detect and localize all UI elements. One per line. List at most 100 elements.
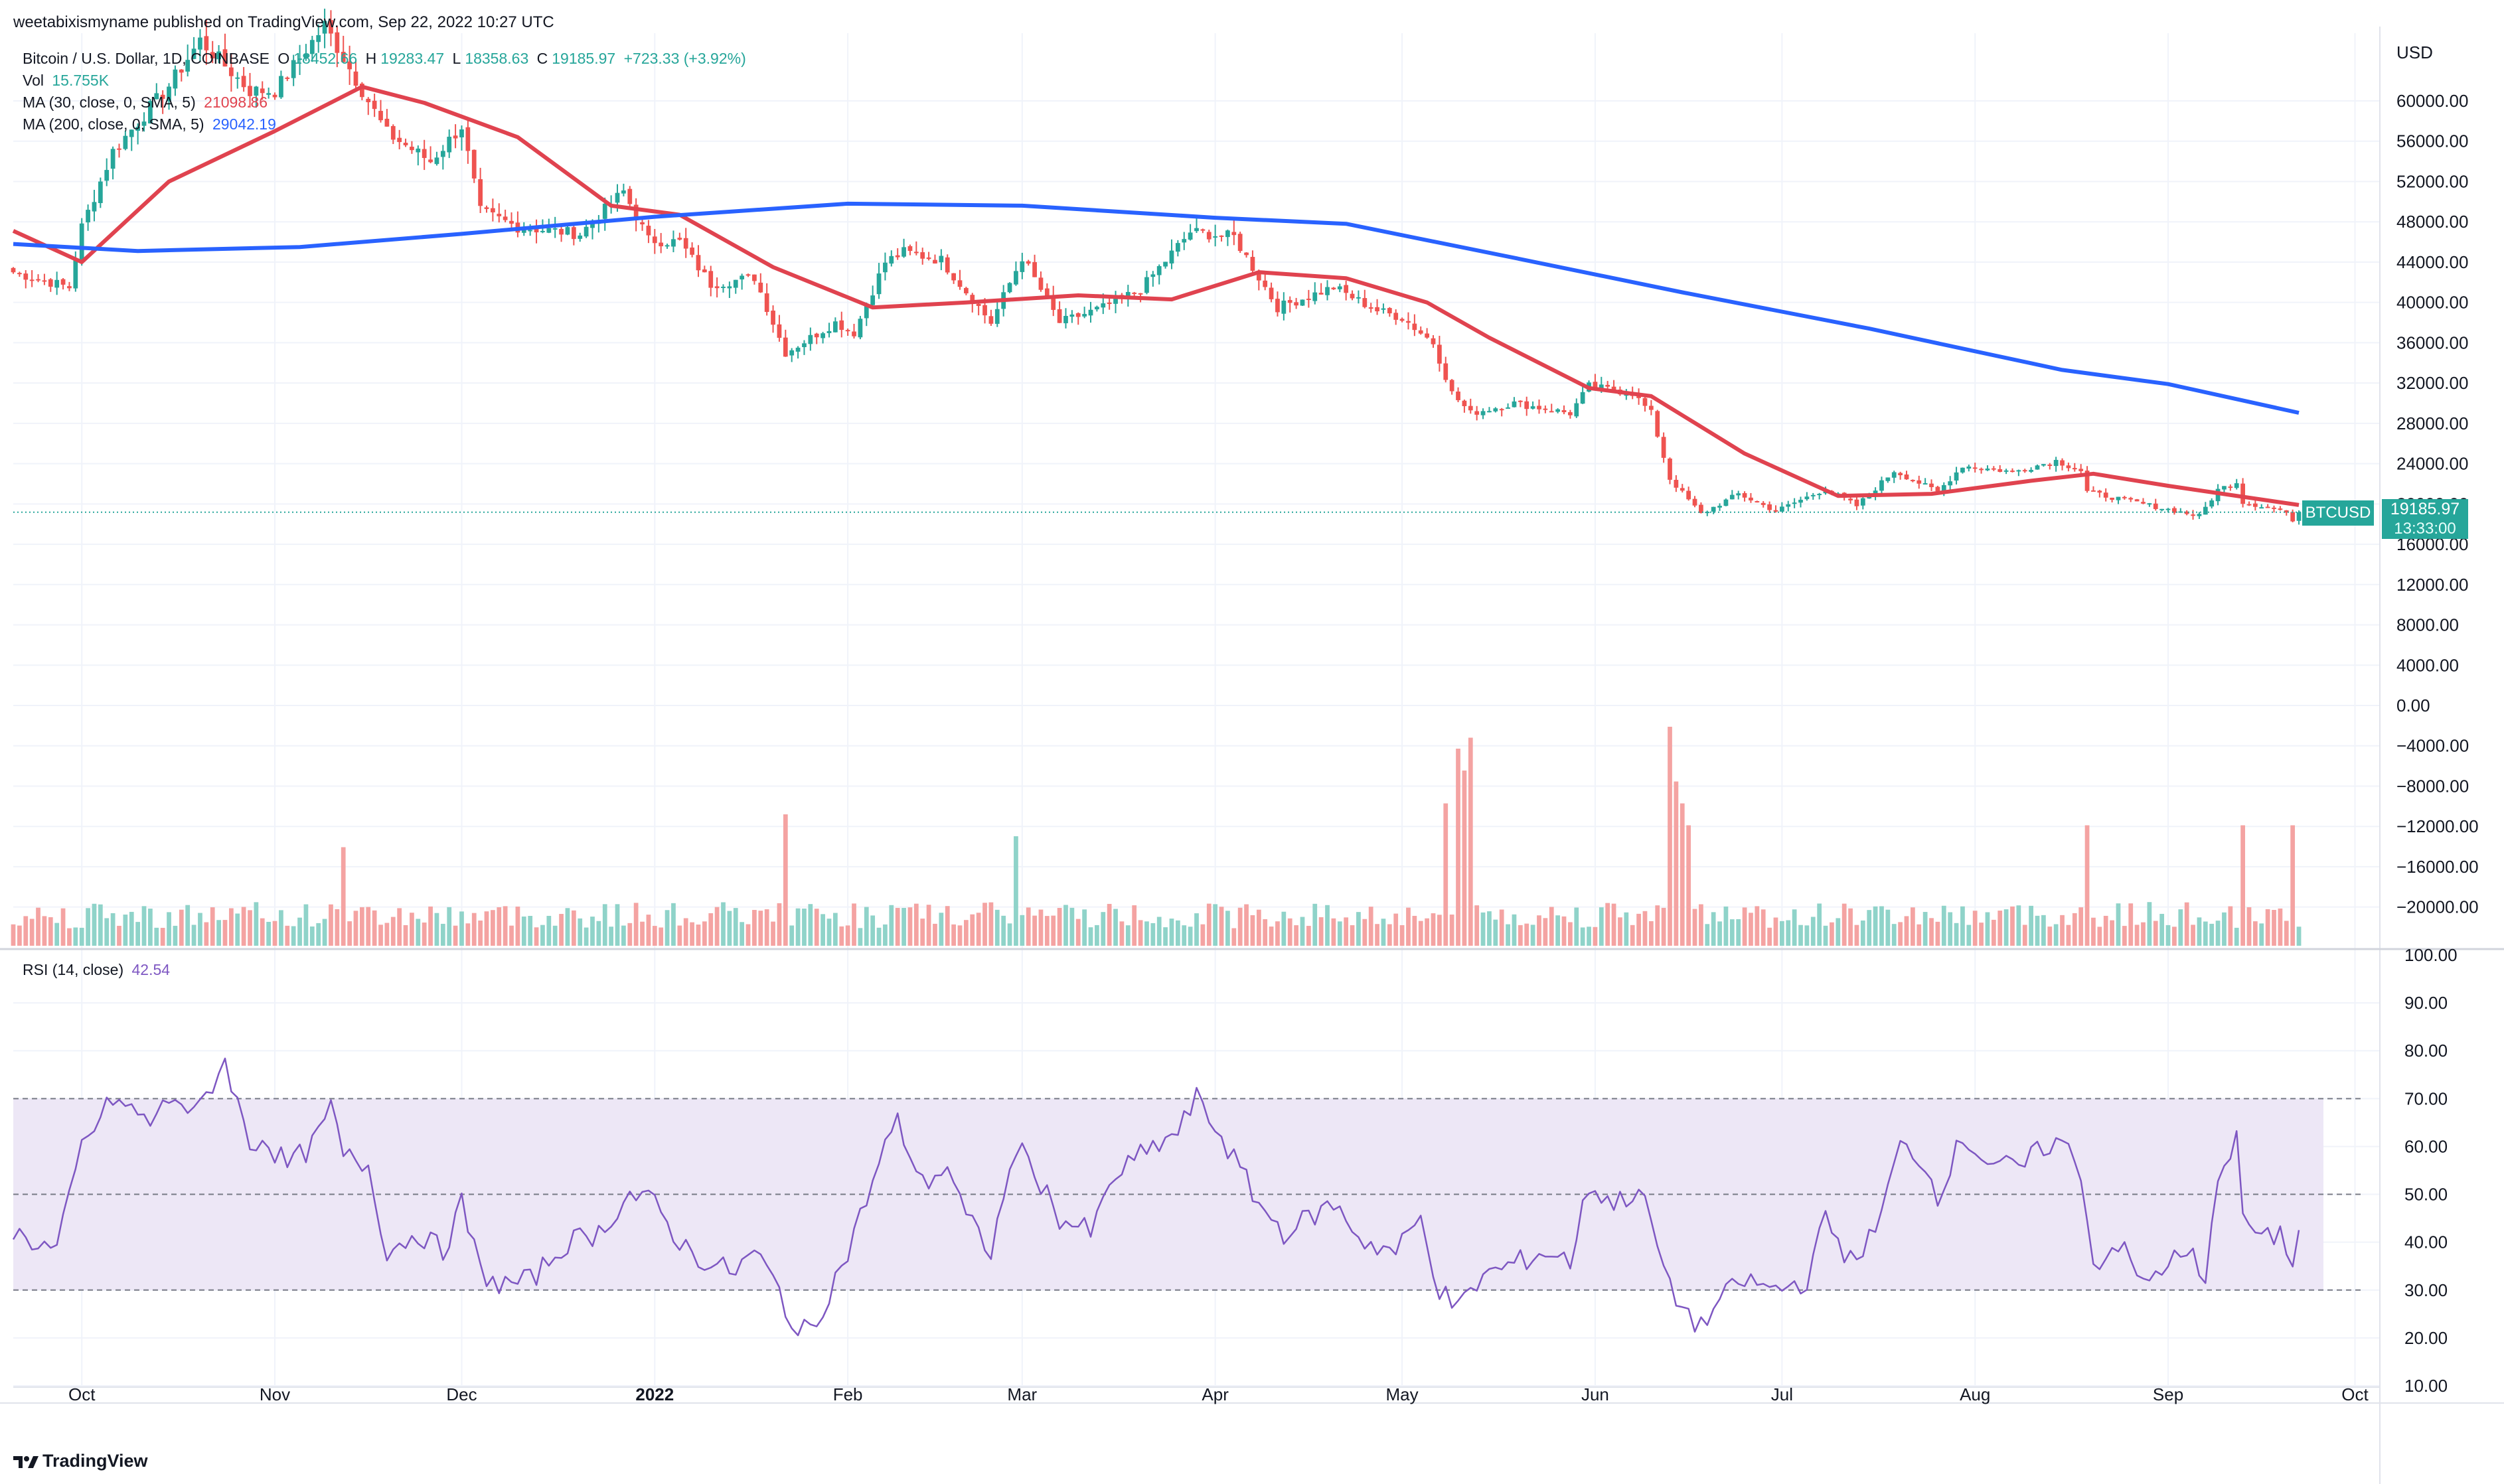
- volume-bar: [907, 907, 913, 946]
- candle-body: [1599, 384, 1604, 390]
- rsi-series: [12, 1057, 2300, 1337]
- volume-bar: [428, 906, 433, 946]
- candle-body: [54, 279, 60, 288]
- volume-bar: [1841, 903, 1847, 946]
- candle-body: [1773, 510, 1778, 512]
- volume-bar: [1437, 915, 1442, 946]
- volume-bar: [2209, 923, 2215, 946]
- candle-body: [67, 286, 72, 289]
- candle-body: [216, 51, 221, 60]
- candle-body: [422, 149, 427, 159]
- volume-bar: [1773, 917, 1778, 946]
- candle-body: [1051, 295, 1056, 310]
- volume-bar: [1917, 924, 1922, 946]
- candle-body: [1723, 499, 1729, 506]
- candle-body: [1624, 394, 1629, 396]
- candle-body: [403, 143, 408, 145]
- volume-bar: [795, 908, 801, 946]
- volume-bar: [491, 910, 495, 946]
- volume-bar: [1281, 911, 1287, 946]
- volume-bar: [329, 904, 333, 946]
- volume-bar: [2084, 825, 2090, 946]
- candle-body: [322, 21, 327, 34]
- candle-body: [2284, 510, 2289, 513]
- volume-bar: [235, 913, 240, 946]
- candle-body: [1306, 299, 1311, 301]
- footer-brand[interactable]: TradingView: [13, 1451, 148, 1471]
- price-axis-tick: −8000.00: [2396, 776, 2469, 796]
- candle-body: [2060, 460, 2065, 466]
- candle-body: [1804, 496, 1810, 500]
- candle-body: [1225, 230, 1230, 238]
- candle-body: [621, 190, 626, 194]
- candle-body: [2041, 464, 2046, 466]
- symbol-legend[interactable]: Bitcoin / U.S. Dollar, 1D, COINBASE O 184…: [23, 50, 750, 68]
- candle-body: [2153, 503, 2158, 509]
- volume-bar: [1075, 919, 1081, 946]
- candle-body: [802, 343, 807, 348]
- candle-body: [913, 252, 919, 254]
- volume-bar: [1948, 912, 1953, 946]
- volume-bar: [1057, 908, 1062, 946]
- volume-bar: [1823, 925, 1828, 946]
- volume-bar: [646, 915, 651, 946]
- candle-body: [2246, 504, 2252, 506]
- volume-bar: [1375, 924, 1379, 946]
- volume-bar: [1449, 914, 1454, 946]
- price-axis-tick: −16000.00: [2396, 857, 2479, 877]
- candle-body: [1699, 504, 1703, 514]
- candle-body: [228, 67, 234, 76]
- candle-body: [926, 257, 931, 260]
- volume-bar: [994, 909, 1000, 946]
- candle-body: [1891, 472, 1897, 478]
- candle-body: [2022, 470, 2027, 472]
- volume-bar: [814, 909, 819, 946]
- rsi-axis-tick: 50.00: [2404, 1185, 2448, 1205]
- volume-bar: [889, 905, 894, 946]
- volume-bar: [347, 921, 352, 946]
- volume-bar: [1991, 919, 1996, 946]
- candle-body: [615, 192, 620, 203]
- candle-body: [540, 230, 545, 232]
- candle-body: [2116, 496, 2121, 500]
- candle-body: [1169, 250, 1174, 263]
- ma200-value: 29042.19: [212, 115, 276, 133]
- candle-body: [933, 260, 937, 263]
- candle-body: [73, 259, 78, 289]
- candle-body: [1948, 481, 1953, 486]
- volume-bar: [2072, 913, 2077, 946]
- volume-bar: [141, 906, 147, 946]
- ma200-legend[interactable]: MA (200, close, 0, SMA, 5) 29042.19: [23, 115, 280, 133]
- candle-body: [808, 334, 813, 344]
- candle-body: [826, 331, 832, 333]
- volume-bar: [727, 911, 732, 946]
- rsi-legend[interactable]: RSI (14, close) 42.54: [23, 961, 174, 979]
- volume-bar: [659, 927, 664, 946]
- candle-body: [1817, 494, 1822, 496]
- volume-bar: [1063, 905, 1068, 946]
- candle-body: [982, 305, 987, 316]
- ma30-legend[interactable]: MA (30, close, 0, SMA, 5) 21098.86: [23, 94, 272, 111]
- volume-bar: [79, 927, 84, 946]
- candle-body: [1480, 411, 1486, 415]
- volume-bar: [789, 925, 795, 946]
- volume-legend[interactable]: Vol 15.755K: [23, 72, 113, 90]
- volume-bar: [1624, 912, 1629, 946]
- volume-bar: [2215, 921, 2221, 946]
- candle-body: [60, 279, 66, 285]
- candle-body: [347, 61, 352, 70]
- volume-bar: [696, 925, 701, 946]
- volume-bar: [397, 908, 402, 946]
- volume-bar: [2022, 925, 2027, 946]
- candle-body: [1518, 400, 1523, 402]
- candle-body: [665, 245, 670, 247]
- candle-body: [1281, 300, 1287, 314]
- volume-bar: [173, 925, 178, 946]
- candle-body: [397, 137, 402, 143]
- volume-bar: [1873, 906, 1878, 946]
- candle-body: [671, 239, 676, 247]
- candle-body: [945, 257, 950, 273]
- candle-body: [708, 271, 714, 288]
- candle-body: [1082, 314, 1087, 317]
